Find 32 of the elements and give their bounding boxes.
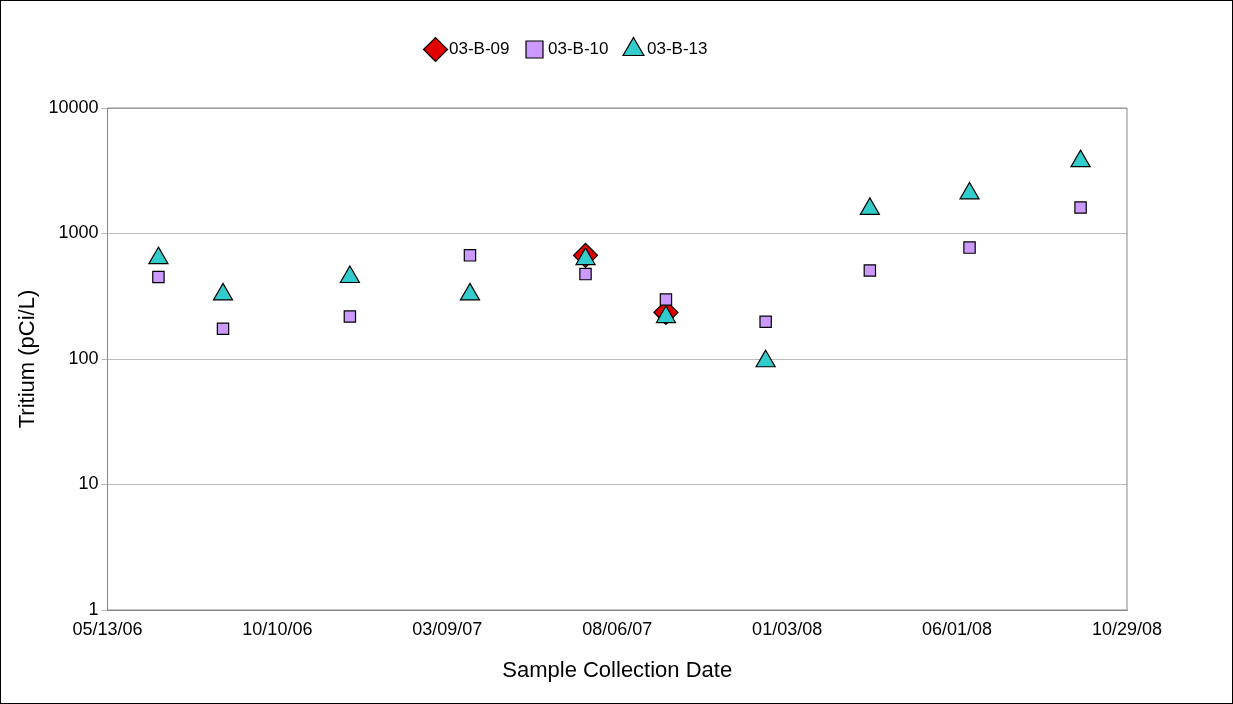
legend-label: 03-B-13	[646, 39, 708, 59]
point	[963, 241, 976, 254]
x-tick-label: 10/29/08	[1091, 618, 1163, 639]
point	[579, 267, 592, 281]
point	[1070, 149, 1091, 168]
point	[463, 249, 477, 262]
legend-label: 03-B-10	[548, 39, 609, 59]
x-tick-label: 08/06/07	[582, 618, 653, 639]
x-tick-label: 03/09/07	[412, 618, 483, 639]
x-tick-label: 01/03/08	[752, 618, 823, 639]
point	[659, 293, 673, 306]
legend-label: 03-B-09	[449, 39, 510, 59]
point	[216, 322, 230, 336]
point	[148, 246, 169, 265]
point	[152, 270, 165, 284]
x-tick-label: 06/01/08	[922, 618, 993, 639]
point	[759, 315, 772, 329]
y-tick-label: 100	[68, 347, 99, 368]
x-tick-label: 05/13/06	[72, 618, 143, 639]
y-tick-label: 1	[88, 598, 99, 619]
y-tick-label: 10	[78, 473, 99, 494]
y-tick-label: 10000	[48, 96, 99, 117]
point	[1074, 201, 1087, 214]
point	[343, 310, 357, 323]
y-axis-title: Tritium (pCi/L)	[14, 289, 40, 429]
point	[859, 197, 880, 216]
point	[339, 265, 361, 284]
point	[863, 264, 877, 277]
y-tick-label: 1000	[58, 222, 99, 243]
point	[959, 181, 980, 200]
x-axis-title: Sample Collection Date	[502, 656, 733, 682]
x-tick-label: 10/10/06	[242, 618, 313, 639]
